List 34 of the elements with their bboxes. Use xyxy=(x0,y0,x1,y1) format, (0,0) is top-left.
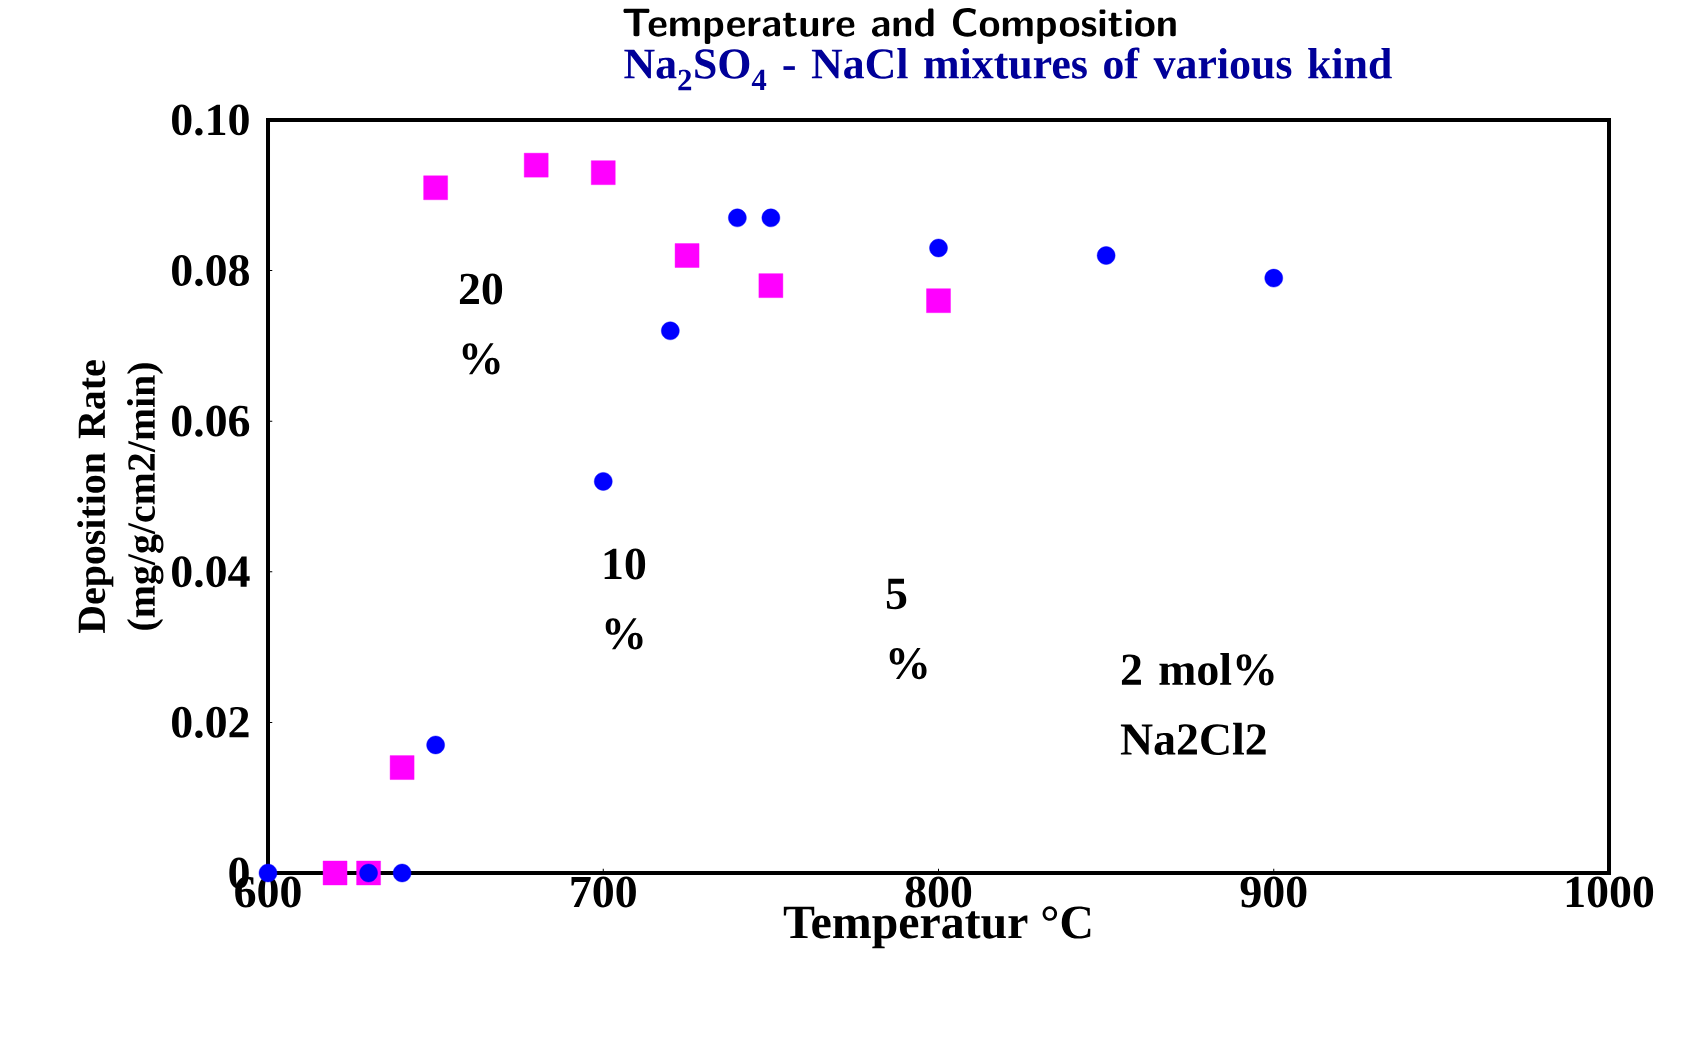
point xyxy=(591,160,616,185)
x-tick-label: 800 xyxy=(905,876,972,908)
point xyxy=(758,273,784,298)
x-tick-label: 700 xyxy=(571,876,636,908)
point xyxy=(426,735,445,755)
point xyxy=(661,321,680,341)
point xyxy=(728,208,747,228)
x-axis-title: Temperatur °C xyxy=(783,906,1091,949)
annotation: 20 % xyxy=(459,273,503,375)
y-tick-label: 0.06 xyxy=(172,405,250,437)
y-tick-label: 0.04 xyxy=(172,556,250,588)
point xyxy=(929,238,948,258)
point xyxy=(389,755,415,780)
annotation: 5 % xyxy=(886,578,927,680)
point xyxy=(524,152,549,178)
y-tick-label: 0.02 xyxy=(172,706,249,738)
point xyxy=(423,175,448,200)
y-tick-label: 0.10 xyxy=(172,104,249,136)
x-tick-label: 1000 xyxy=(1566,876,1654,908)
annotation: 10 % xyxy=(604,548,646,650)
chart-subtitle: Na$_{2}$SO$_{4}$ - NaCl mixtures of various kind xyxy=(624,47,1392,91)
annotation: 2 mol% Na2Cl2 xyxy=(1120,653,1274,755)
point xyxy=(674,243,700,268)
point xyxy=(926,288,951,313)
y-axis-title: Deposition Rate (mg/g/cm2/min) xyxy=(77,360,164,634)
x-tick-label: 900 xyxy=(1240,876,1307,908)
point xyxy=(392,863,412,883)
point xyxy=(594,472,613,491)
point xyxy=(761,208,781,228)
y-tick-label: 0.08 xyxy=(172,255,249,287)
chart-title: Temperature and Composition xyxy=(623,8,1176,44)
point xyxy=(1264,268,1283,288)
point xyxy=(1096,246,1116,265)
point xyxy=(322,860,348,886)
